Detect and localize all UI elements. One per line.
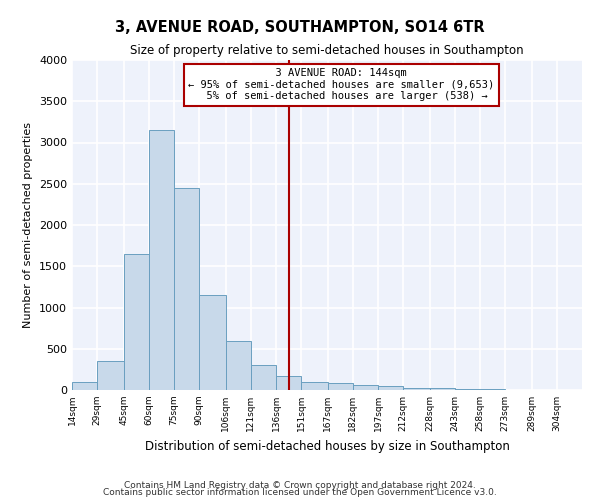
Bar (199, 295, 226, 390)
Y-axis label: Number of semi-detached properties: Number of semi-detached properties (23, 122, 34, 328)
X-axis label: Distribution of semi-detached houses by size in Southampton: Distribution of semi-detached houses by … (145, 440, 509, 452)
Bar (149, 130, 174, 390)
Bar (430, 388, 455, 390)
Bar (378, 386, 403, 390)
Bar (403, 388, 430, 390)
Bar (72, 382, 97, 390)
Bar (353, 386, 378, 390)
Bar (276, 376, 301, 390)
Bar (251, 365, 276, 390)
Text: Contains HM Land Registry data © Crown copyright and database right 2024.: Contains HM Land Registry data © Crown c… (124, 480, 476, 490)
Bar (328, 384, 353, 390)
Bar (226, 340, 251, 390)
Text: 3 AVENUE ROAD: 144sqm  
← 95% of semi-detached houses are smaller (9,653)
  5% o: 3 AVENUE ROAD: 144sqm ← 95% of semi-deta… (188, 68, 494, 102)
Bar (124, 254, 149, 390)
Title: Size of property relative to semi-detached houses in Southampton: Size of property relative to semi-detach… (130, 44, 524, 58)
Bar (174, 188, 199, 390)
Bar (480, 389, 505, 390)
Bar (455, 389, 480, 390)
Bar (97, 361, 124, 390)
Text: 3, AVENUE ROAD, SOUTHAMPTON, SO14 6TR: 3, AVENUE ROAD, SOUTHAMPTON, SO14 6TR (115, 20, 485, 35)
Text: Contains public sector information licensed under the Open Government Licence v3: Contains public sector information licen… (103, 488, 497, 497)
Bar (301, 382, 328, 390)
